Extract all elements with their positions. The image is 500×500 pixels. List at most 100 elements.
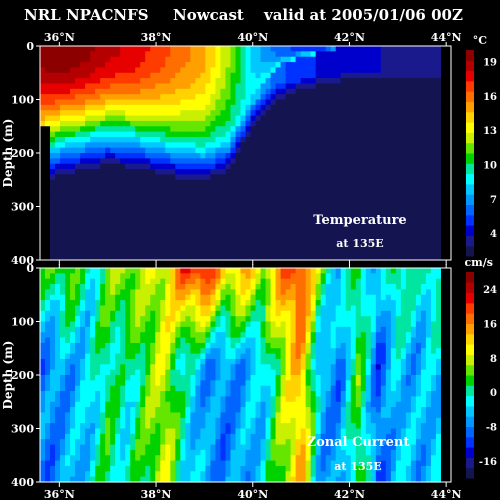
field-cell: [85, 278, 91, 285]
field-cell: [210, 88, 217, 95]
field-cell: [365, 120, 372, 127]
field-cell: [230, 206, 237, 213]
field-cell: [230, 321, 237, 328]
field-cell: [115, 412, 121, 419]
field-cell: [430, 211, 437, 218]
field-cell: [165, 158, 171, 165]
field-cell: [260, 99, 267, 106]
field-cell: [60, 412, 66, 419]
field-cell: [210, 110, 217, 117]
field-cell: [130, 310, 136, 317]
field-cell: [330, 67, 337, 74]
field-cell: [320, 206, 327, 213]
field-cell: [170, 284, 176, 290]
field-cell: [250, 136, 257, 143]
field-cell: [90, 163, 96, 170]
field-cell: [370, 222, 377, 229]
field-cell: [105, 249, 111, 256]
field-cell: [200, 375, 206, 381]
field-cell: [60, 249, 66, 256]
field-cell: [305, 190, 312, 197]
field-cell: [55, 142, 61, 149]
field-cell: [415, 201, 422, 208]
field-cell: [55, 278, 61, 285]
field-cell: [155, 94, 161, 101]
field-cell: [170, 243, 176, 250]
field-cell: [230, 238, 237, 245]
field-cell: [160, 211, 166, 218]
field-cell: [150, 433, 156, 440]
field-cell: [165, 110, 171, 117]
field-cell: [400, 94, 407, 101]
field-cell: [400, 56, 407, 63]
field-cell: [90, 300, 96, 307]
field-cell: [305, 153, 312, 159]
field-cell: [280, 222, 287, 229]
field-cell: [305, 163, 312, 170]
field-cell: [140, 110, 146, 117]
field-cell: [240, 78, 247, 85]
field-cell: [235, 147, 242, 154]
field-cell: [310, 126, 317, 133]
field-cell: [135, 353, 141, 360]
field-cell: [405, 88, 412, 95]
field-cell: [160, 460, 166, 467]
field-cell: [285, 110, 292, 117]
field-cell: [155, 385, 161, 392]
field-cell: [160, 278, 166, 285]
field-cell: [120, 305, 126, 312]
field-cell: [310, 190, 317, 197]
field-cell: [50, 358, 56, 365]
field-cell: [365, 222, 372, 229]
field-cell: [310, 56, 317, 63]
field-cell: [150, 300, 156, 307]
field-cell: [180, 243, 186, 250]
field-cell: [335, 147, 342, 154]
field-cell: [70, 153, 76, 159]
field-cell: [100, 243, 106, 250]
field-cell: [200, 305, 206, 312]
field-cell: [80, 56, 86, 63]
field-cell: [240, 433, 247, 440]
field-cell: [425, 169, 432, 175]
field-cell: [375, 83, 382, 90]
field-cell: [310, 249, 317, 256]
field-cell: [75, 476, 81, 483]
field-cell: [210, 268, 217, 274]
field-cell: [175, 401, 181, 408]
field-cell: [190, 158, 196, 165]
field-cell: [300, 206, 307, 213]
field-cell: [400, 51, 407, 58]
field-cell: [85, 158, 91, 165]
field-cell: [205, 110, 212, 117]
field-cell: [95, 391, 101, 397]
field-cell: [50, 99, 56, 106]
field-cell: [45, 460, 51, 467]
field-cell: [50, 460, 56, 467]
field-cell: [180, 233, 186, 240]
field-cell: [195, 201, 201, 208]
field-cell: [230, 284, 237, 290]
field-cell: [85, 326, 91, 333]
field-cell: [230, 211, 237, 218]
field-cell: [365, 174, 372, 181]
field-cell: [165, 289, 171, 296]
field-cell: [215, 56, 222, 63]
field-cell: [45, 227, 51, 234]
field-cell: [375, 190, 382, 197]
field-cell: [400, 110, 407, 117]
field-cell: [315, 233, 322, 240]
field-cell: [170, 190, 176, 197]
field-cell: [115, 284, 121, 290]
field-cell: [395, 136, 402, 143]
field-cell: [175, 67, 181, 74]
field-cell: [240, 72, 247, 79]
field-cell: [55, 401, 61, 408]
field-cell: [135, 222, 141, 229]
field-cell: [155, 310, 161, 317]
field-cell: [405, 142, 412, 149]
field-cell: [165, 407, 171, 414]
field-cell: [100, 142, 106, 149]
field-cell: [220, 136, 227, 143]
field-cell: [190, 233, 196, 240]
